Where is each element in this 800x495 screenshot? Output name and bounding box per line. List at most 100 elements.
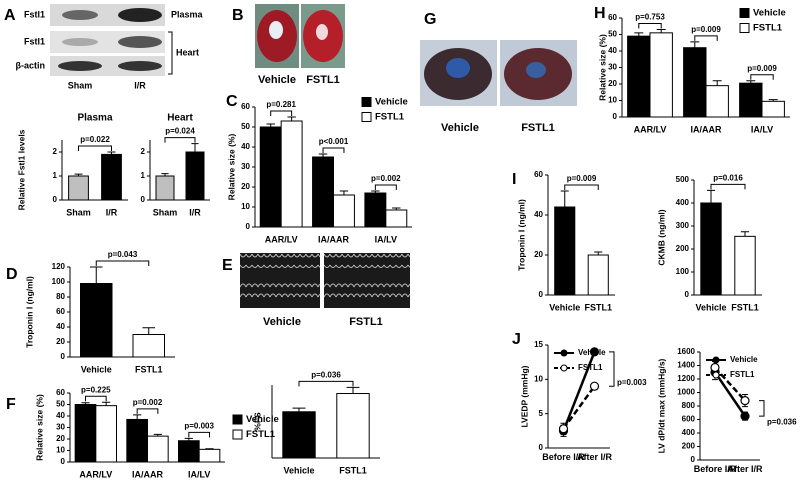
panel-letter: D	[6, 266, 18, 283]
legend-label: Vehicle	[578, 348, 606, 357]
y-axis-title: Troponin I (ng/ml)	[516, 199, 526, 271]
p-value: p=0.753	[635, 13, 665, 22]
y-tick-label: 30	[56, 423, 65, 432]
error-bar	[392, 207, 401, 210]
y-tick-label: 20	[56, 434, 65, 443]
legend-swatch	[739, 23, 750, 33]
p-bracket	[750, 74, 774, 80]
error-bar	[318, 153, 328, 157]
bar	[155, 175, 175, 201]
x-tick-label: IA/LV	[375, 234, 397, 244]
legend-swatch	[361, 112, 372, 122]
legend-label: FSTL1	[375, 112, 405, 123]
p-bracket	[374, 184, 397, 190]
blot-band	[118, 8, 162, 22]
x-tick-label: Before I/R	[542, 452, 585, 462]
x-tick-label: AAR/LV	[79, 469, 112, 479]
x-tick-label: FSTL1	[339, 465, 367, 475]
y-tick-label: 60	[56, 307, 65, 316]
error-bar	[656, 29, 666, 33]
y-tick-label: 1200	[677, 374, 695, 383]
bar	[95, 405, 118, 463]
blot-band	[62, 38, 98, 46]
error-bar	[142, 327, 156, 335]
point	[740, 411, 750, 421]
legend-label: FSTL1	[730, 370, 755, 379]
x-tick-label: I/R	[189, 207, 201, 217]
error-bar	[81, 402, 90, 405]
y-tick-label: 50	[608, 30, 617, 39]
p-bracket	[322, 147, 345, 153]
error-bar	[634, 32, 644, 37]
y-tick-label: 2	[141, 147, 146, 156]
heart-slice	[526, 62, 546, 78]
p-value: p=0.024	[165, 127, 195, 136]
point	[558, 424, 569, 434]
legend-swatch	[739, 8, 750, 18]
error-bar	[690, 41, 700, 48]
legend-swatch	[232, 429, 243, 440]
legend-swatch	[361, 97, 372, 107]
y-tick-label: 20	[241, 182, 250, 191]
error-bar	[712, 80, 722, 86]
error-bar	[768, 99, 778, 102]
legend-label: FSTL1	[246, 429, 276, 440]
bar	[101, 153, 122, 201]
legend-label: Vehicle	[730, 355, 758, 364]
p-bracket	[564, 184, 599, 190]
p-value: p=0.003	[617, 378, 647, 387]
error-bar	[89, 266, 103, 284]
y-tick-label: 40	[534, 210, 543, 219]
error-bar	[107, 151, 116, 155]
blot-lane-label: Sham	[68, 80, 93, 90]
p-bracket	[609, 351, 615, 387]
bar	[385, 209, 408, 228]
panel-letter: H	[594, 5, 606, 22]
echo-trace	[324, 253, 410, 308]
y-axis-title: %FS	[252, 412, 262, 431]
y-tick-label: 10	[608, 96, 617, 105]
p-bracket	[85, 395, 107, 402]
p-bracket	[710, 183, 746, 190]
bar	[700, 202, 722, 296]
heart-slice	[316, 24, 328, 40]
chart-title: Heart	[167, 113, 193, 124]
photo-caption: FSTL1	[521, 122, 555, 134]
x-tick-label: AAR/LV	[634, 124, 667, 134]
p-bracket	[270, 110, 293, 116]
panel-letter: A	[4, 7, 16, 24]
y-tick-label: 20	[534, 250, 543, 259]
panel-letter: J	[512, 331, 521, 348]
panel-letter: B	[232, 7, 244, 24]
y-tick-label: 0	[539, 290, 544, 299]
error-bar	[74, 173, 83, 176]
y-tick-label: 10	[241, 202, 250, 211]
y-tick-label: 100	[676, 267, 690, 276]
blot-band	[62, 10, 98, 20]
y-tick-label: 0	[141, 195, 146, 204]
bar	[364, 192, 387, 228]
error-bar	[371, 190, 380, 193]
bar	[185, 151, 205, 201]
p-value: p=0.009	[747, 64, 777, 73]
bar	[198, 448, 221, 463]
bar	[259, 126, 282, 228]
panel-letter: C	[226, 93, 238, 110]
y-tick-label: 10	[56, 446, 65, 455]
bar	[132, 334, 165, 358]
x-tick-label: IA/AAR	[318, 234, 349, 244]
y-tick-label: 0	[61, 352, 66, 361]
x-tick-label: IA/LV	[188, 469, 210, 479]
bar	[68, 175, 89, 201]
error-bar	[339, 190, 349, 195]
p-value: p=0.225	[81, 385, 111, 394]
blot-row-label: Fstl1	[24, 36, 45, 46]
y-tick-label: 0	[613, 112, 618, 121]
point	[589, 381, 600, 391]
p-bracket	[298, 380, 354, 387]
y-tick-label: 60	[56, 388, 65, 397]
error-bar	[740, 231, 750, 237]
p-bracket	[78, 145, 112, 151]
error-bar	[184, 437, 193, 441]
bar	[280, 120, 303, 228]
